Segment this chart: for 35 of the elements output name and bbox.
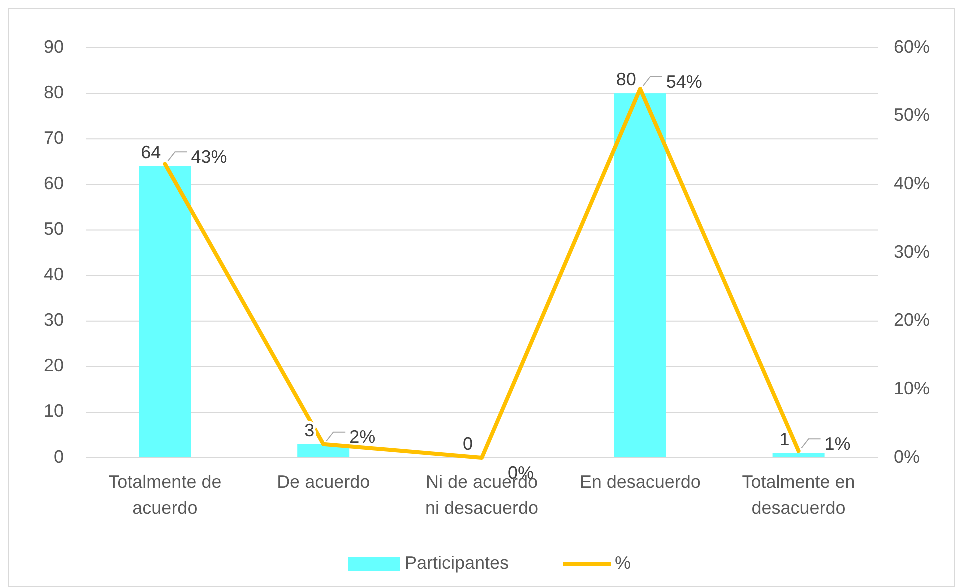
y-tick-label: 0 [54, 446, 64, 467]
y2-tick-label: 30% [894, 242, 930, 262]
line-series [163, 87, 801, 460]
y-tick-label: 90 [44, 36, 64, 57]
y-tick-label: 60 [44, 173, 64, 194]
y2-tick-label: 60% [894, 36, 930, 57]
y-tick-label: 10 [44, 401, 64, 422]
y-tick-label: 20 [44, 356, 64, 376]
legend-label: % [615, 552, 632, 573]
data-label: 3 [304, 420, 315, 440]
x-tick-label: Totalmente de acuerdo [108, 472, 222, 518]
bar [614, 94, 666, 458]
y2-tick-label: 50% [894, 105, 930, 126]
x-tick-label: De acuerdo [277, 472, 370, 492]
x-tick-label: En desacuerdo [580, 472, 701, 492]
y-tick-label: 50 [44, 218, 64, 239]
data-label: 80 [616, 70, 636, 90]
y2-tick-label: 40% [894, 173, 930, 194]
y-tick-label: 30 [44, 310, 64, 330]
data-label: 1 [780, 429, 790, 450]
data-label: 2% [350, 427, 376, 448]
data-label: 64 [141, 142, 162, 162]
data-label: 43% [191, 146, 228, 167]
data-label: 54% [666, 72, 702, 92]
legend-label: Participantes [405, 552, 510, 573]
y-tick-label: 70 [44, 128, 64, 148]
bar [139, 166, 192, 458]
y2-tick-label: 0% [894, 446, 920, 467]
y2-tick-label: 10% [894, 378, 930, 398]
y2-tick-label: 20% [894, 310, 930, 330]
y-tick-label: 80 [44, 82, 64, 102]
data-label: 0 [462, 434, 474, 454]
y-tick-label: 40 [44, 264, 64, 285]
data-label: 1% [824, 434, 851, 454]
x-tick-label: Totalmente en desacuerdo [742, 472, 856, 518]
